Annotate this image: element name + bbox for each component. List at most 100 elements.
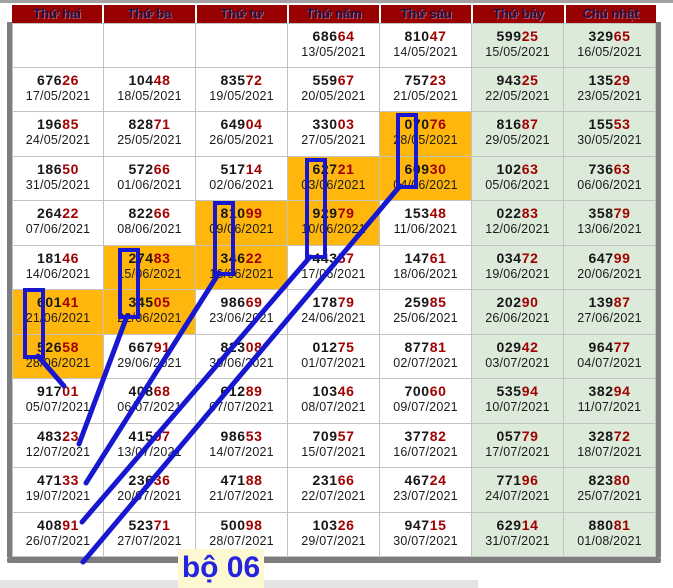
result-cell: 73663 06/06/2021 bbox=[564, 156, 656, 201]
result-number: 94715 bbox=[404, 516, 447, 533]
result-number: 70060 bbox=[404, 383, 447, 399]
top-border bbox=[0, 0, 673, 3]
result-number: 50098 bbox=[220, 516, 263, 533]
result-number: 38294 bbox=[588, 383, 631, 399]
result-date: 28/05/2021 bbox=[393, 133, 458, 147]
result-number: 52658 bbox=[37, 338, 79, 355]
result-cell: 02942 03/07/2021 bbox=[472, 334, 564, 379]
result-number: 01275 bbox=[312, 338, 355, 355]
result-number: 81047 bbox=[404, 28, 447, 44]
result-cell: 92979 10/06/2021 bbox=[288, 201, 380, 246]
result-cell: 91701 05/07/2021 bbox=[12, 379, 104, 424]
result-number: 19685 bbox=[37, 116, 79, 132]
result-number: 47133 bbox=[37, 472, 79, 488]
result-cell: 83572 19/05/2021 bbox=[196, 67, 288, 112]
result-number: 51714 bbox=[220, 160, 263, 177]
result-cell: 41507 13/07/2021 bbox=[104, 423, 196, 468]
result-date: 21/07/2021 bbox=[209, 489, 274, 503]
result-date: 16/07/2021 bbox=[393, 444, 458, 459]
result-cell: 98653 14/07/2021 bbox=[196, 423, 288, 468]
result-date: 22/05/2021 bbox=[485, 88, 550, 103]
result-cell: 33003 27/05/2021 bbox=[288, 112, 380, 157]
result-date: 23/07/2021 bbox=[393, 489, 458, 503]
result-number: 52371 bbox=[128, 516, 171, 533]
result-cell: 46724 23/07/2021 bbox=[380, 468, 472, 513]
result-number: 91701 bbox=[37, 383, 79, 399]
result-date: 29/06/2021 bbox=[117, 355, 182, 370]
result-cell: 44357 17/06/2021 bbox=[288, 245, 380, 290]
result-cell: 88081 01/08/2021 bbox=[564, 512, 656, 557]
result-date: 23/06/2021 bbox=[209, 311, 274, 325]
column-header: Thứ sáu bbox=[379, 5, 472, 23]
result-date: 18/05/2021 bbox=[117, 88, 182, 103]
result-number: 18146 bbox=[37, 249, 79, 266]
result-date: 19/06/2021 bbox=[485, 266, 550, 281]
result-date: 14/06/2021 bbox=[25, 266, 91, 281]
result-number: 10448 bbox=[128, 71, 171, 88]
result-number: 73663 bbox=[588, 160, 631, 177]
result-number: 35879 bbox=[588, 205, 631, 221]
result-date: 01/06/2021 bbox=[117, 177, 182, 192]
result-date: 11/07/2021 bbox=[577, 400, 642, 414]
result-date: 25/06/2021 bbox=[393, 311, 458, 325]
result-number: 82871 bbox=[128, 116, 171, 132]
result-date: 09/07/2021 bbox=[393, 400, 458, 414]
result-date: 07/07/2021 bbox=[209, 400, 274, 414]
result-date: 25/07/2021 bbox=[577, 489, 642, 503]
result-cell: 62914 31/07/2021 bbox=[472, 512, 564, 557]
result-cell: 13987 27/06/2021 bbox=[564, 290, 656, 335]
result-date: 28/07/2021 bbox=[209, 533, 274, 548]
result-number: 92979 bbox=[312, 205, 355, 221]
result-date: 24/05/2021 bbox=[25, 133, 91, 147]
result-cell: 81687 29/05/2021 bbox=[472, 112, 564, 157]
result-date: 22/06/2021 bbox=[117, 311, 182, 325]
result-date: 14/07/2021 bbox=[209, 444, 274, 459]
result-number: 82308 bbox=[220, 338, 263, 355]
result-number: 33003 bbox=[312, 116, 355, 132]
result-date: 04/07/2021 bbox=[577, 355, 642, 370]
result-number: 10263 bbox=[496, 160, 539, 177]
result-date: 26/05/2021 bbox=[209, 133, 274, 147]
result-date: 08/06/2021 bbox=[117, 222, 182, 236]
result-cell: 03472 19/06/2021 bbox=[472, 245, 564, 290]
table-left-border bbox=[7, 22, 12, 557]
result-number: 62914 bbox=[496, 516, 539, 533]
result-cell: 17879 24/06/2021 bbox=[288, 290, 380, 335]
result-date: 01/08/2021 bbox=[577, 533, 642, 548]
result-cell: 64904 26/05/2021 bbox=[196, 112, 288, 157]
result-date: 06/06/2021 bbox=[577, 177, 642, 192]
result-cell: 81047 14/05/2021 bbox=[380, 23, 472, 68]
result-date: 16/05/2021 bbox=[577, 45, 642, 59]
result-cell: 81099 09/06/2021 bbox=[196, 201, 288, 246]
result-date: 22/07/2021 bbox=[301, 489, 366, 503]
result-date: 02/07/2021 bbox=[393, 355, 458, 370]
result-number: 14761 bbox=[404, 249, 447, 266]
result-cell: 53594 10/07/2021 bbox=[472, 379, 564, 424]
result-number: 66791 bbox=[128, 338, 171, 355]
result-number: 27483 bbox=[128, 249, 171, 266]
result-cell: 82266 08/06/2021 bbox=[104, 201, 196, 246]
result-date: 21/06/2021 bbox=[25, 311, 91, 325]
result-cell: 59925 15/05/2021 bbox=[472, 23, 564, 68]
result-number: 23636 bbox=[128, 472, 171, 488]
result-number: 87781 bbox=[404, 338, 447, 355]
result-cell: 18146 14/06/2021 bbox=[12, 245, 104, 290]
result-number: 18650 bbox=[37, 160, 79, 177]
result-number: 64799 bbox=[588, 249, 631, 266]
result-cell: 47133 19/07/2021 bbox=[12, 468, 104, 513]
result-number: 57266 bbox=[128, 160, 171, 177]
result-cell: 68664 13/05/2021 bbox=[288, 23, 380, 68]
result-number: 62721 bbox=[312, 160, 355, 177]
result-cell: 15348 11/06/2021 bbox=[380, 201, 472, 246]
result-date: 19/05/2021 bbox=[209, 88, 274, 103]
result-cell: 77196 24/07/2021 bbox=[472, 468, 564, 513]
result-date: 26/07/2021 bbox=[25, 533, 91, 548]
result-date: 17/06/2021 bbox=[301, 266, 366, 281]
result-number: 60930 bbox=[404, 160, 447, 177]
result-date: 13/06/2021 bbox=[577, 222, 642, 236]
result-date: 02/06/2021 bbox=[209, 177, 274, 192]
result-number: 98653 bbox=[220, 427, 263, 444]
column-header: Thứ tư bbox=[194, 5, 287, 23]
result-number: 37782 bbox=[404, 427, 447, 444]
